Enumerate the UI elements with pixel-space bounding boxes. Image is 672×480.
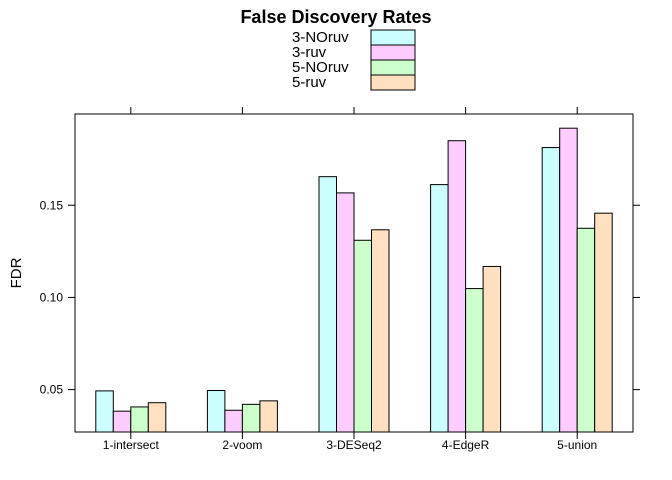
- bar-1-intersect-5-ruv: [147, 402, 167, 433]
- bar-5-union-5-ruv: [594, 212, 613, 433]
- bar-4-EdgeR-5-ruv: [482, 265, 502, 433]
- bar-3-DESeq2-3-noruv: [318, 176, 337, 433]
- legend-label-5-ruv: 5-ruv: [292, 74, 327, 91]
- y-tick-label: 0.05: [40, 383, 64, 397]
- bar-1-intersect-3-noruv: [95, 390, 114, 433]
- y-axis: 0.05 0.10 0.15: [40, 198, 640, 397]
- x-tick-label: 2-voom: [222, 438, 262, 452]
- bar-1-intersect-3-ruv: [112, 410, 132, 433]
- y-tick-label: 0.15: [40, 198, 64, 212]
- x-tick-label: 3-DESeq2: [326, 438, 382, 452]
- chart-title: False Discovery Rates: [240, 7, 431, 27]
- legend-label-3-ruv: 3-ruv: [292, 44, 327, 61]
- x-tick-label: 5-union: [557, 438, 597, 452]
- legend-swatch-5-ruv: [370, 74, 416, 91]
- x-tick-label: 4-EdgeR: [442, 438, 490, 452]
- bar-2-voom-3-noruv: [206, 390, 226, 433]
- bars: [95, 127, 613, 433]
- legend-label-3-noruv: 3-NOruv: [292, 29, 349, 46]
- bar-2-voom-5-ruv: [259, 400, 278, 433]
- legend-label-5-noruv: 5-NOruv: [292, 59, 349, 76]
- legend-swatch-3-ruv: [370, 44, 416, 61]
- y-tick-label: 0.10: [40, 290, 64, 304]
- x-axis: 1-intersect 2-voom 3-DESeq2 4-EdgeR 5-union: [103, 107, 597, 452]
- bar-2-voom-5-noruv: [241, 403, 261, 433]
- legend-swatch-3-noruv: [370, 29, 416, 46]
- bar-3-DESeq2-5-noruv: [353, 239, 372, 433]
- bar-1-intersect-5-noruv: [130, 406, 149, 433]
- bar-4-EdgeR-5-noruv: [465, 288, 484, 433]
- bar-3-DESeq2-5-ruv: [371, 229, 390, 433]
- bar-2-voom-3-ruv: [224, 409, 243, 433]
- y-axis-label: FDR: [8, 257, 25, 288]
- bar-5-union-3-ruv: [559, 127, 578, 433]
- bar-4-EdgeR-3-ruv: [447, 140, 467, 433]
- bar-5-union-5-noruv: [576, 227, 596, 433]
- bar-5-union-3-noruv: [541, 147, 561, 433]
- legend-swatch-5-noruv: [370, 59, 416, 76]
- bar-3-DESeq2-3-ruv: [336, 192, 355, 433]
- bar-4-EdgeR-3-noruv: [430, 184, 449, 433]
- x-tick-label: 1-intersect: [103, 438, 160, 452]
